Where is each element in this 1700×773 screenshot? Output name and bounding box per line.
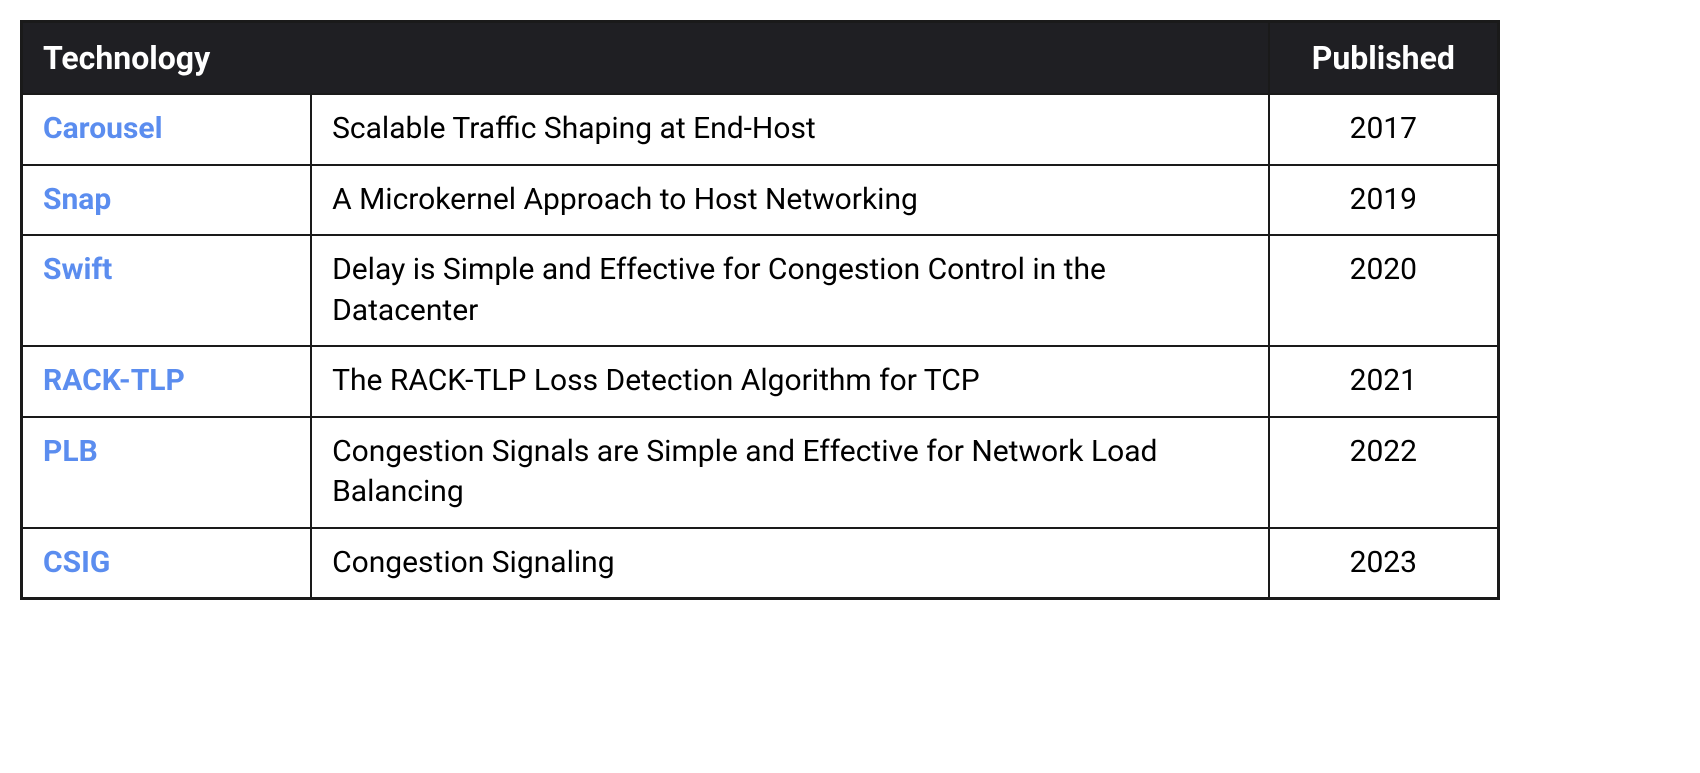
table-row: Carousel Scalable Traffic Shaping at End… bbox=[22, 94, 1499, 165]
technology-link[interactable]: RACK-TLP bbox=[43, 363, 185, 398]
technology-year: 2020 bbox=[1269, 235, 1499, 346]
col-header-technology: Technology bbox=[22, 22, 1269, 95]
technology-description: Scalable Traffic Shaping at End-Host bbox=[311, 94, 1269, 165]
technology-name-cell: Swift bbox=[22, 235, 312, 346]
technology-year: 2019 bbox=[1269, 165, 1499, 236]
technology-table: Technology Published Carousel Scalable T… bbox=[20, 20, 1500, 600]
technology-year: 2017 bbox=[1269, 94, 1499, 165]
technology-link[interactable]: Snap bbox=[43, 182, 111, 217]
technology-name-cell: RACK-TLP bbox=[22, 346, 312, 417]
table-row: RACK-TLP The RACK-TLP Loss Detection Alg… bbox=[22, 346, 1499, 417]
technology-year: 2022 bbox=[1269, 417, 1499, 528]
technology-year: 2023 bbox=[1269, 528, 1499, 599]
table-row: PLB Congestion Signals are Simple and Ef… bbox=[22, 417, 1499, 528]
technology-link[interactable]: PLB bbox=[43, 434, 98, 469]
technology-description: A Microkernel Approach to Host Networkin… bbox=[311, 165, 1269, 236]
technology-description: Congestion Signals are Simple and Effect… bbox=[311, 417, 1269, 528]
table-row: Snap A Microkernel Approach to Host Netw… bbox=[22, 165, 1499, 236]
table-header: Technology Published bbox=[22, 22, 1499, 95]
table-row: Swift Delay is Simple and Effective for … bbox=[22, 235, 1499, 346]
technology-year: 2021 bbox=[1269, 346, 1499, 417]
technology-link[interactable]: Swift bbox=[43, 252, 112, 287]
technology-description: Delay is Simple and Effective for Conges… bbox=[311, 235, 1269, 346]
table-row: CSIG Congestion Signaling 2023 bbox=[22, 528, 1499, 599]
technology-name-cell: Snap bbox=[22, 165, 312, 236]
technology-name-cell: PLB bbox=[22, 417, 312, 528]
technology-description: Congestion Signaling bbox=[311, 528, 1269, 599]
col-header-published: Published bbox=[1269, 22, 1499, 95]
table-body: Carousel Scalable Traffic Shaping at End… bbox=[22, 94, 1499, 599]
technology-description: The RACK-TLP Loss Detection Algorithm fo… bbox=[311, 346, 1269, 417]
technology-name-cell: Carousel bbox=[22, 94, 312, 165]
technology-name-cell: CSIG bbox=[22, 528, 312, 599]
technology-link[interactable]: CSIG bbox=[43, 545, 110, 580]
technology-link[interactable]: Carousel bbox=[43, 111, 163, 146]
